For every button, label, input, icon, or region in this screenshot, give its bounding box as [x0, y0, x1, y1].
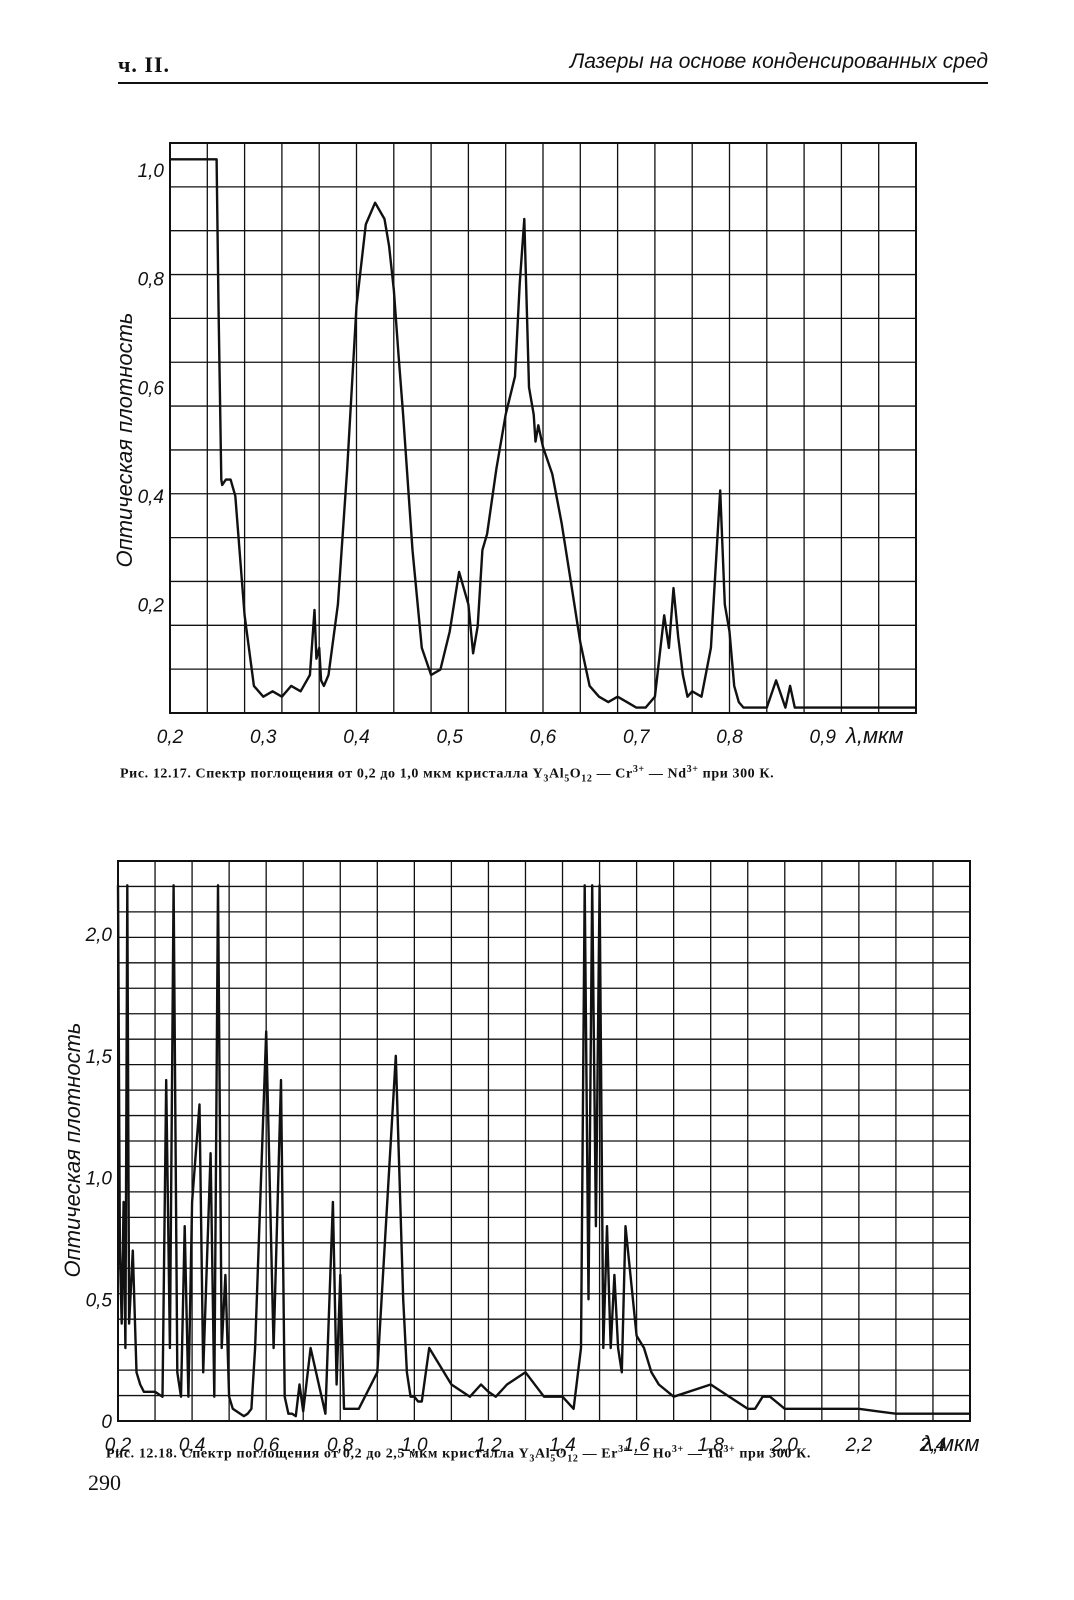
y-tick-label: 2,0: [85, 925, 113, 946]
grid: [169, 142, 917, 714]
running-title: Лазеры на основе конденсированных сред: [569, 50, 988, 73]
chart-figure-12-17: 0,2 0,3 0,4 0,5 0,6 0,7 0,8 0,9 λ,мкм 0,2 0,4 0,6 0,…: [112, 142, 917, 748]
plot-frame: [169, 142, 917, 714]
absorption-spectrum-line: [116, 884, 970, 1418]
y-tick-label: 1,0: [138, 161, 165, 182]
x-tick-label: 0,6: [253, 1435, 280, 1456]
y-axis-label: Оптическая плотность: [112, 313, 137, 568]
header-rule: [118, 82, 988, 84]
absorption-spectrum-line: [170, 158, 916, 709]
figure-caption-12-18: Рис. 12.18. Спектр поглощения от 0,2 до …: [106, 1444, 811, 1465]
x-axis-label: λ,мкм: [845, 723, 904, 748]
x-tick-label: 1,0: [401, 1435, 428, 1456]
y-tick-label: 1,0: [86, 1169, 113, 1190]
x-tick-label: 2,2: [845, 1435, 873, 1456]
x-tick-label: 1,8: [697, 1435, 724, 1456]
x-tick-label: 0,4: [343, 727, 369, 748]
x-tick-label: 0,2: [105, 1435, 132, 1456]
x-tick-label: 0,8: [327, 1435, 354, 1456]
y-tick-label: 1,5: [86, 1047, 113, 1068]
x-tick-label: 2,4: [919, 1435, 946, 1456]
y-tick-label: 0,8: [138, 270, 165, 291]
x-tick-label: 1,2: [475, 1435, 502, 1456]
plot-frame: [117, 860, 971, 1422]
y-tick-label: 0,4: [138, 487, 164, 508]
grid: [117, 860, 971, 1422]
y-tick-label: 0,6: [138, 378, 165, 399]
x-tick-label: 0,8: [716, 727, 743, 748]
x-tick-label: 0,3: [250, 727, 277, 748]
y-tick-label: 0,5: [86, 1290, 113, 1311]
x-axis-label: λ,мкм: [921, 1431, 980, 1456]
x-tick-label: 0,6: [530, 727, 557, 748]
x-tick-label: 1,4: [549, 1435, 575, 1456]
y-tick-label: 0: [101, 1412, 112, 1433]
x-tick-label: 0,4: [179, 1435, 205, 1456]
figure-caption-12-17: Рис. 12.17. Спектр поглощения от 0,2 до …: [120, 764, 775, 785]
x-tick-label: 0,2: [157, 727, 184, 748]
x-tick-label: 0,7: [623, 727, 651, 748]
x-tick-label: 2,0: [771, 1435, 799, 1456]
y-tick-label: 0,2: [138, 595, 165, 616]
y-axis-label: Оптическая плотность: [60, 1023, 85, 1278]
x-tick-label: 0,5: [437, 727, 464, 748]
x-tick-label: 1,6: [623, 1435, 650, 1456]
page-number: 290: [88, 1470, 121, 1495]
x-tick-label: 0,9: [810, 727, 837, 748]
chapter-label: ч. II.: [118, 52, 171, 77]
